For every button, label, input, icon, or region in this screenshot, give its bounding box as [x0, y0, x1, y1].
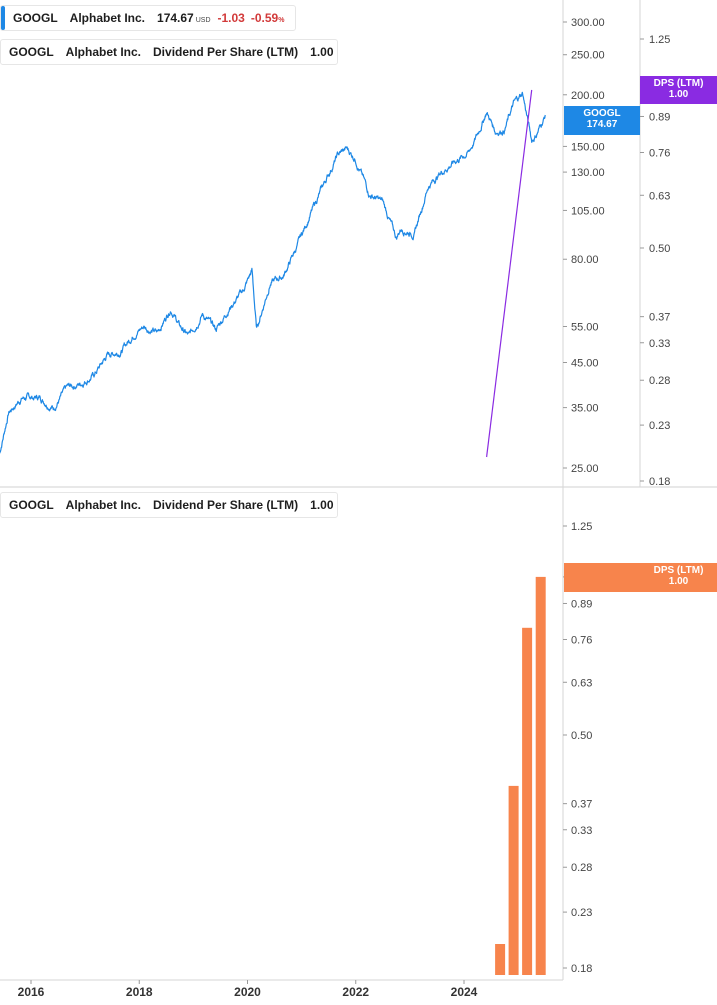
- dps-bottom-badge-label: DPS (LTM): [653, 565, 704, 576]
- dps-bar: [522, 627, 533, 975]
- legend-change-pct-sign: %: [278, 16, 285, 24]
- bottom-axis-tick-label: 0.63: [571, 677, 592, 689]
- dps-series-line: [486, 89, 533, 458]
- price-axis-tick-label: 105.00: [571, 205, 605, 217]
- legend-price-swatch: [1, 6, 5, 30]
- dps-top-badge-label: DPS (LTM): [653, 78, 704, 89]
- bottom-axis-tick-label: 0.33: [571, 825, 592, 837]
- bottom-axis-tick-label: 0.50: [571, 730, 592, 742]
- dps-bottom-badge-value: 1.00: [668, 576, 689, 587]
- legend-company-name: Alphabet Inc.: [65, 498, 142, 512]
- dps-axis-tick-label: 0.50: [649, 243, 670, 255]
- dps-bar: [535, 576, 546, 975]
- bottom-axis-tick-label: 0.89: [571, 598, 592, 610]
- price-axis-tick-label: 35.00: [571, 403, 599, 415]
- legend-symbol: GOOGL: [9, 45, 54, 59]
- dps-axis-tick-label: 0.37: [649, 312, 670, 324]
- legend-metric-value: 1.00: [310, 45, 334, 59]
- dps-axis-tick-label: 0.18: [649, 476, 670, 488]
- price-axis-tick-label: 45.00: [571, 358, 599, 370]
- price-badge-symbol: GOOGL: [583, 108, 621, 119]
- legend-company-name: Alphabet Inc.: [69, 11, 146, 25]
- legend-metric: Dividend Per Share (LTM): [153, 498, 299, 512]
- dps-bar: [508, 785, 519, 975]
- bottom-axis-tick-label: 0.18: [571, 963, 592, 975]
- legend-currency: USD: [195, 16, 211, 24]
- dps-axis-tick-label: 0.89: [649, 111, 670, 123]
- price-series-line: [0, 91, 546, 455]
- x-axis-tick-label: 2018: [126, 985, 153, 999]
- price-axis-tick-label: 250.00: [571, 50, 605, 62]
- bottom-axis-tick-label: 0.76: [571, 634, 592, 646]
- bottom-axis-tick-label: 0.28: [571, 862, 592, 874]
- dps-axis-tick-label: 0.33: [649, 338, 670, 350]
- legend-dps-bottom[interactable]: GOOGL Alphabet Inc. Dividend Per Share (…: [0, 492, 338, 518]
- dps-axis-tick-label: 0.76: [649, 147, 670, 159]
- price-axis-tick-label: 200.00: [571, 90, 605, 102]
- dps-bottom-badge: DPS (LTM) 1.00: [564, 563, 717, 592]
- legend-company-name: Alphabet Inc.: [65, 45, 142, 59]
- dps-axis-tick-label: 1.25: [649, 34, 670, 46]
- price-axis-tick-label: 150.00: [571, 141, 605, 153]
- legend-change-pct: -0.59: [250, 11, 279, 25]
- dps-axis-tick-label: 0.23: [649, 420, 670, 432]
- legend-dps-top[interactable]: GOOGL Alphabet Inc. Dividend Per Share (…: [0, 39, 338, 65]
- x-axis-tick-label: 2024: [451, 985, 478, 999]
- price-badge-value: 174.67: [586, 119, 618, 130]
- price-axis-tick-label: 300.00: [571, 17, 605, 29]
- price-axis-tick-label: 80.00: [571, 254, 599, 266]
- legend-change: -1.03: [217, 11, 245, 25]
- chart-axes: 300.00 250.00 200.00 150.00 130.00 105.00 80.0…: [0, 0, 670, 999]
- chart-marks: [0, 89, 546, 975]
- legend-price[interactable]: GOOGL Alphabet Inc. 174.67 USD -1.03 -0.…: [0, 5, 296, 31]
- dps-axis-tick-label: 0.63: [649, 190, 670, 202]
- bottom-axis-tick-label: 0.23: [571, 907, 592, 919]
- dps-top-badge: DPS (LTM) 1.00: [640, 76, 717, 104]
- price-axis-tick-label: 55.00: [571, 321, 599, 333]
- price-badge: GOOGL 174.67: [564, 106, 640, 135]
- bottom-axis-tick-label: 0.37: [571, 799, 592, 811]
- legend-metric-value: 1.00: [310, 498, 334, 512]
- price-axis-tick-label: 25.00: [571, 463, 599, 475]
- legend-symbol: GOOGL: [13, 11, 58, 25]
- bottom-axis-tick-label: 1.25: [571, 521, 592, 533]
- x-axis-tick-label: 2022: [342, 985, 369, 999]
- legend-price-value: 174.67: [157, 11, 194, 25]
- x-axis-tick-label: 2016: [18, 985, 45, 999]
- legend-metric: Dividend Per Share (LTM): [153, 45, 299, 59]
- x-axis-tick-label: 2020: [234, 985, 261, 999]
- dps-axis-tick-label: 0.28: [649, 375, 670, 387]
- price-axis-tick-label: 130.00: [571, 167, 605, 179]
- dps-bar: [495, 944, 506, 975]
- legend-symbol: GOOGL: [9, 498, 54, 512]
- dps-top-badge-value: 1.00: [668, 89, 689, 100]
